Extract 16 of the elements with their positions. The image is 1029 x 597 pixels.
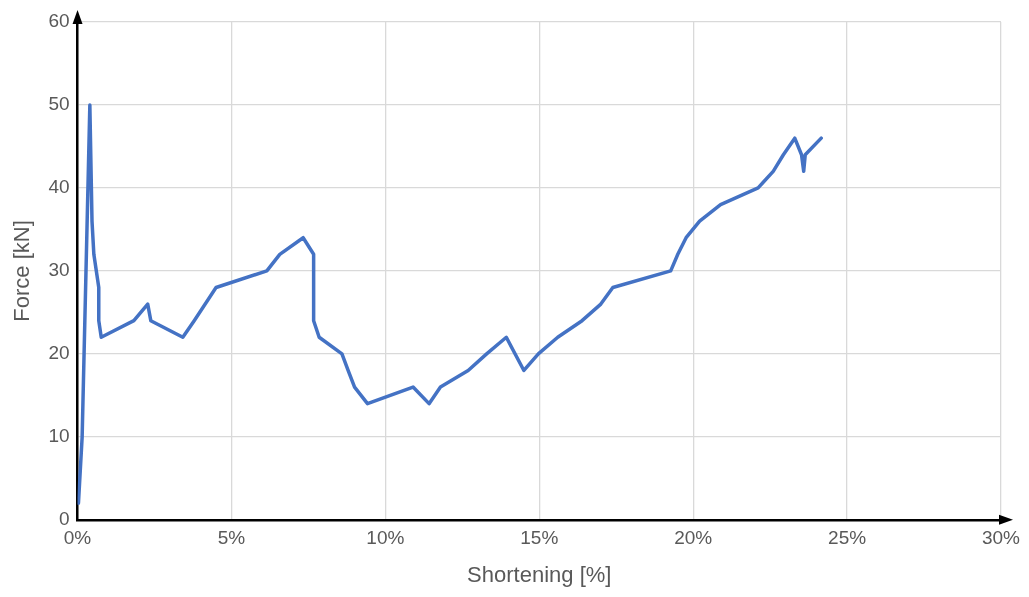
x-tick-label: 25% bbox=[828, 527, 867, 549]
x-axis-title: Shortening [%] bbox=[467, 561, 612, 587]
y-tick-label: 10 bbox=[48, 425, 70, 447]
y-tick-label: 30 bbox=[48, 259, 70, 281]
y-tick-label: 40 bbox=[48, 176, 70, 198]
x-tick-label: 30% bbox=[981, 527, 1021, 549]
x-tick-label: 5% bbox=[217, 527, 246, 549]
y-tick-label: 20 bbox=[48, 342, 70, 364]
x-tick-label: 0% bbox=[63, 527, 92, 549]
y-axis-title: Force [kN] bbox=[9, 220, 35, 322]
y-tick-label: 0 bbox=[58, 508, 70, 530]
y-tick-label: 50 bbox=[48, 93, 70, 115]
x-tick-label: 20% bbox=[674, 527, 713, 549]
x-tick-label: 10% bbox=[366, 527, 405, 549]
y-tick-label: 60 bbox=[48, 10, 70, 32]
x-tick-label: 15% bbox=[520, 527, 559, 549]
